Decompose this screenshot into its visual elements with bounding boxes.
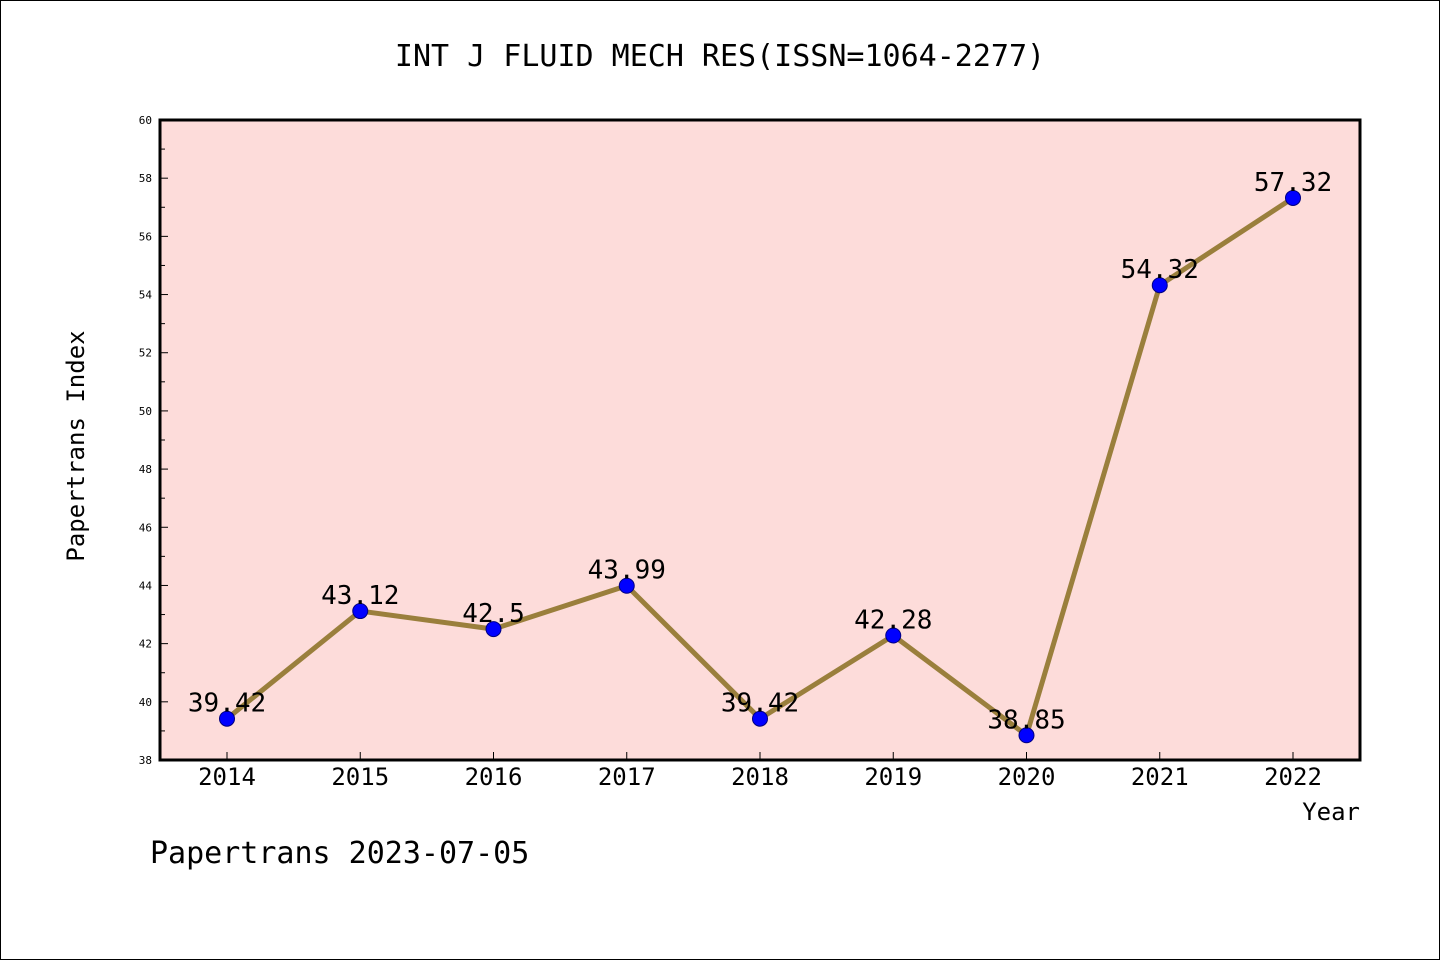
data-point (1018, 727, 1035, 744)
x-axis-ticks: 2014 2015 2016 2017 2018 2019 2020 2021 2022 (198, 752, 1322, 791)
y-tick-label: 44 (139, 579, 153, 592)
y-tick-label: 54 (139, 289, 153, 302)
x-tick-label: 2018 (731, 763, 789, 791)
plot-area (158, 118, 1362, 762)
chart-title: INT J FLUID MECH RES(ISSN=1064-2277) (395, 39, 1045, 74)
x-tick-label: 2020 (998, 763, 1056, 791)
y-tick-label: 46 (139, 521, 152, 534)
data-label: 39.42 (188, 689, 266, 719)
footer-credit: Papertrans 2023-07-05 (150, 836, 529, 871)
data-point (752, 710, 768, 727)
y-tick-label: 60 (139, 114, 152, 127)
x-axis-label: Year (1302, 798, 1360, 826)
data-label: 43.99 (588, 556, 666, 586)
data-point (618, 577, 635, 594)
data-point (485, 621, 502, 638)
data-point (352, 603, 369, 620)
data-label: 38.85 (987, 705, 1065, 735)
data-point (1285, 189, 1301, 206)
y-tick-label: 42 (139, 638, 152, 651)
data-label-layer: 39.42 43.12 42.5 43.99 39.42 42.28 38.85 54.32 5… (188, 168, 1332, 735)
y-axis-label: Papertrans Index (62, 330, 90, 561)
y-tick-label: 38 (139, 754, 152, 767)
x-tick-label: 2015 (331, 763, 389, 791)
y-tick-label: 58 (139, 172, 152, 185)
data-point (1151, 277, 1168, 294)
data-label: 57.32 (1254, 168, 1332, 198)
y-axis-ticks: 38 40 42 44 46 48 50 52 54 56 58 60 (139, 114, 168, 767)
data-label: 43.12 (321, 581, 399, 611)
x-tick-label: 2019 (864, 763, 922, 791)
y-tick-label: 40 (139, 696, 152, 709)
data-label: 39.42 (721, 689, 799, 719)
x-tick-label: 2016 (465, 763, 523, 791)
x-tick-label: 2021 (1131, 763, 1189, 791)
x-tick-label: 2014 (198, 763, 256, 791)
x-tick-label: 2022 (1264, 763, 1322, 791)
series-layer (219, 189, 1301, 744)
data-point (885, 627, 902, 644)
y-tick-label: 50 (139, 405, 152, 418)
data-label: 42.5 (462, 599, 525, 629)
data-point (219, 710, 235, 727)
data-label: 42.28 (854, 605, 932, 635)
x-tick-label: 2017 (598, 763, 656, 791)
y-tick-label: 52 (139, 347, 152, 360)
data-label: 54.32 (1121, 255, 1199, 285)
y-tick-label: 56 (139, 230, 152, 243)
y-tick-label: 48 (139, 463, 152, 476)
